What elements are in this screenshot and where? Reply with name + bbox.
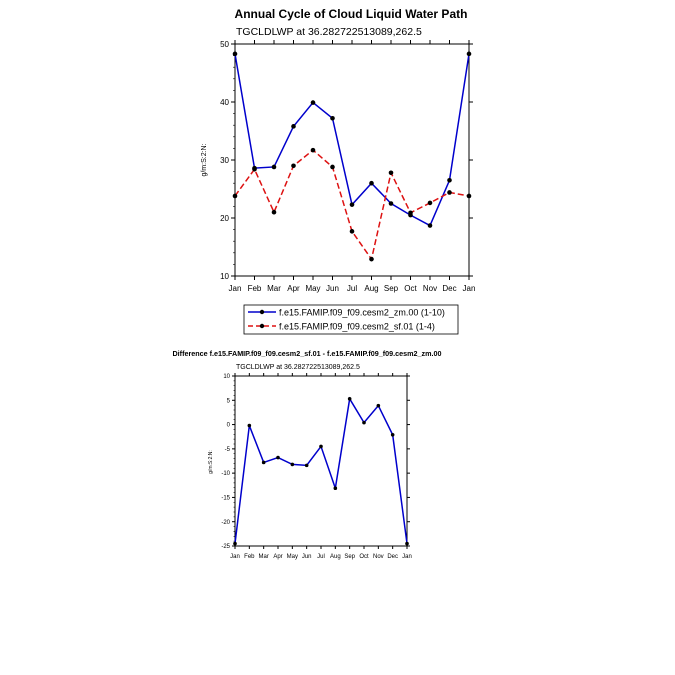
chart2-xtick-label: Jan [402, 554, 412, 560]
chart2-point [233, 541, 237, 546]
chart1-point [447, 190, 452, 195]
chart1-ytick-label: 40 [220, 98, 229, 107]
chart2-plot-frame [234, 375, 408, 547]
legend-label-sf: f.e15.FAMIP.f09_f09.cesm2_sf.01 (1-4) [279, 322, 435, 332]
chart1-point [232, 51, 238, 57]
chart1-point [369, 256, 374, 262]
chart1-legend: f.e15.FAMIP.f09_f09.cesm2_zm.00 (1-10) f… [243, 304, 459, 335]
chart1-xtick-label: Aug [364, 284, 378, 293]
chart1-xtick-label: Feb [248, 284, 262, 293]
chart2-ytick-label: -20 [221, 520, 230, 526]
chart1-xtick-label: May [305, 284, 320, 293]
chart2-ytick-label: 5 [227, 398, 231, 404]
chart1-point [252, 166, 257, 172]
chart2-ytick-label: -5 [225, 447, 231, 453]
chart2-xtick-label: Oct [359, 554, 369, 560]
chart1-xtick-label: Jan [463, 284, 476, 293]
chart1-point [291, 124, 296, 129]
chart1-ytick-label: 10 [220, 272, 229, 281]
chart2-point [333, 486, 338, 491]
chart2-point [290, 462, 295, 467]
chart2-point [304, 463, 309, 468]
chart1-point [271, 209, 277, 215]
chart1-point [310, 100, 316, 105]
difference-chart: Difference f.e15.FAMIP.f09_f09.cesm2_sf.… [172, 349, 441, 560]
chart2-xtick-label: Feb [244, 554, 255, 560]
chart2-ytick-label: -25 [221, 544, 230, 550]
legend-label-zm: f.e15.FAMIP.f09_f09.cesm2_zm.00 (1-10) [279, 308, 445, 318]
chart1-xtick-label: Nov [423, 284, 437, 293]
chart2-xtick-label: Mar [258, 554, 268, 560]
chart1-plot-frame [234, 43, 470, 277]
chart1-ytick-label: 50 [220, 40, 229, 49]
chart1-point [271, 164, 277, 170]
chart1-point [408, 210, 413, 216]
chart2-point [247, 423, 252, 428]
chart1-point [427, 223, 433, 228]
chart2-point [376, 403, 381, 408]
legend-marker-zm [259, 309, 265, 315]
chart2-ylabel: g/m:S:2:N: [208, 450, 214, 474]
chart2-xtick-label: May [287, 554, 298, 560]
chart1-series-line-0 [234, 53, 470, 227]
chart1-ytick-label: 20 [220, 214, 229, 223]
chart2-point [347, 397, 352, 401]
chart1-ylabel: g/m:S:2:N: [201, 143, 208, 176]
chart1-point [466, 51, 472, 57]
chart1-point [427, 200, 433, 206]
chart1-xtick-label: Mar [267, 284, 281, 293]
chart2-point [261, 460, 266, 465]
chart2-point [390, 432, 395, 437]
chart1-point [330, 164, 335, 170]
chart1-axis-ticks: 10 20 30 40 50 Jan Feb Mar Apr May Jun Jul Aug Sep Oct… [220, 40, 475, 293]
chart1-point [349, 229, 355, 234]
chart1-point [310, 147, 316, 153]
chart2-series [233, 396, 409, 546]
chart1-point [388, 170, 394, 176]
legend-marker-sf [259, 323, 265, 329]
chart2-series-line-0 [234, 396, 408, 544]
chart1-xtick-label: Sep [384, 284, 399, 293]
chart2-ytick-label: -15 [221, 496, 230, 502]
chart1-point [466, 193, 472, 199]
chart2-axis-ticks: -25 -20 -15 -10 -5 0 5 10 Jan Feb Mar Apr May Jun Jul A… [221, 373, 412, 560]
chart2-ytick-label: 0 [227, 423, 231, 429]
chart2-xtick-label: Sep [344, 554, 355, 560]
chart2-ytick-label: -10 [221, 471, 230, 477]
chart2-ytick-label: 10 [223, 374, 230, 380]
chart1-xtick-label: Dec [442, 284, 456, 293]
chart1-point [447, 178, 452, 183]
chart1-point [369, 180, 374, 186]
chart1-point [330, 115, 335, 121]
chart1-xtick-label: Apr [287, 284, 300, 293]
chart2-xtick-label: Jan [230, 554, 240, 560]
chart1-ytick-label: 30 [220, 156, 229, 165]
chart2-title: Difference f.e15.FAMIP.f09_f09.cesm2_sf.… [172, 349, 441, 358]
chart2-xtick-label: Jul [317, 554, 325, 560]
chart2-point [276, 455, 280, 460]
chart2-point [362, 420, 366, 425]
chart1-point [291, 163, 296, 169]
chart1-series [232, 51, 472, 262]
chart1-subtitle: TGCLDLWP at 36.282722513089,262.5 [236, 26, 422, 38]
chart2-xtick-label: Apr [273, 554, 282, 560]
chart2-xtick-label: Aug [330, 554, 341, 560]
chart2-subtitle: TGCLDLWP at 36.282722513089,262.5 [236, 364, 360, 371]
annual-cycle-chart: Annual Cycle of Cloud Liquid Water Path … [201, 7, 475, 335]
chart1-xtick-label: Jun [326, 284, 339, 293]
chart1-point [388, 201, 394, 206]
chart1-xtick-label: Jul [347, 284, 357, 293]
chart1-xtick-label: Jan [229, 284, 242, 293]
legend-box [243, 304, 459, 335]
chart2-xtick-label: Jun [302, 554, 312, 560]
chart2-point [405, 541, 409, 546]
chart1-title: Annual Cycle of Cloud Liquid Water Path [235, 7, 468, 21]
chart2-xtick-label: Dec [387, 554, 398, 560]
chart2-xtick-label: Nov [373, 554, 384, 560]
chart2-point [319, 444, 323, 449]
chart1-point [232, 193, 238, 199]
chart1-point [349, 202, 355, 207]
chart1-xtick-label: Oct [404, 284, 417, 293]
